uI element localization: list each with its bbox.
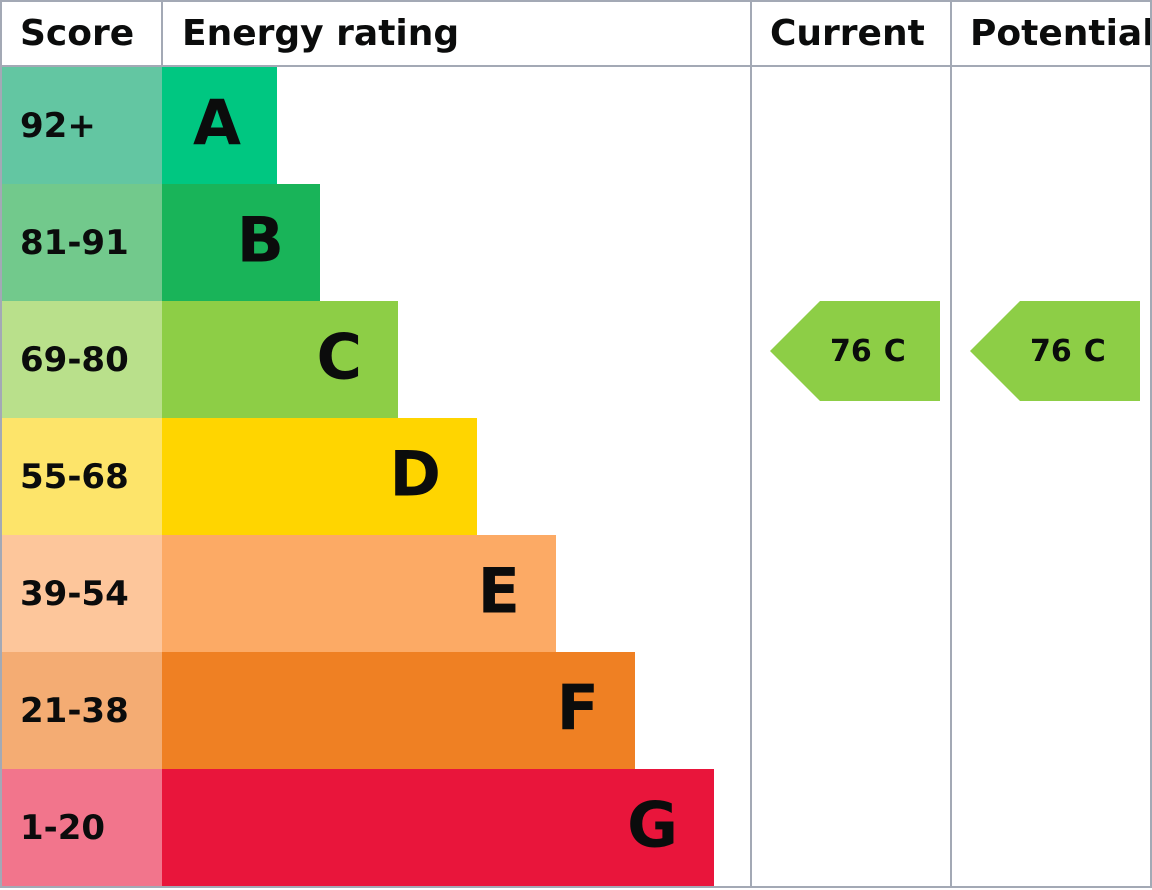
rating-letter: C <box>316 321 362 394</box>
rating-letter: G <box>627 789 678 862</box>
score-range: 81-91 <box>20 223 129 263</box>
score-range: 55-68 <box>20 457 129 497</box>
score-range: 21-38 <box>20 691 129 731</box>
score-cell <box>1 184 162 301</box>
rating-letter: D <box>390 438 441 511</box>
current-band: C <box>884 334 906 369</box>
rating-letter: A <box>193 87 241 160</box>
header-rating: Energy rating <box>182 13 459 54</box>
score-cell <box>1 67 162 184</box>
score-cell <box>1 418 162 535</box>
potential-band: C <box>1084 334 1106 369</box>
rating-letter: B <box>237 204 284 277</box>
rating-bar <box>162 769 714 886</box>
rating-bar <box>162 67 277 184</box>
rating-bar <box>162 184 320 301</box>
potential-score: 76 <box>1030 334 1072 369</box>
score-range: 1-20 <box>20 808 105 848</box>
rating-bar <box>162 652 635 769</box>
potential-arrow <box>970 301 1140 401</box>
score-range: 39-54 <box>20 574 129 614</box>
header-score: Score <box>20 13 134 54</box>
rating-letter: E <box>478 555 520 628</box>
header-current: Current <box>770 13 925 54</box>
rating-bar <box>162 301 398 418</box>
current-arrow <box>770 301 940 401</box>
score-cell <box>1 769 162 886</box>
rating-letter: F <box>557 672 599 745</box>
score-range: 92+ <box>20 106 96 146</box>
rating-bar <box>162 535 556 652</box>
current-score: 76 <box>830 334 872 369</box>
score-cell <box>1 301 162 418</box>
score-cell <box>1 535 162 652</box>
header-potential: Potential <box>970 13 1152 54</box>
rating-bar <box>162 418 477 535</box>
score-range: 69-80 <box>20 340 129 380</box>
score-cell <box>1 652 162 769</box>
current-label: 76 C <box>830 334 906 369</box>
potential-label: 76 C <box>1030 334 1106 369</box>
